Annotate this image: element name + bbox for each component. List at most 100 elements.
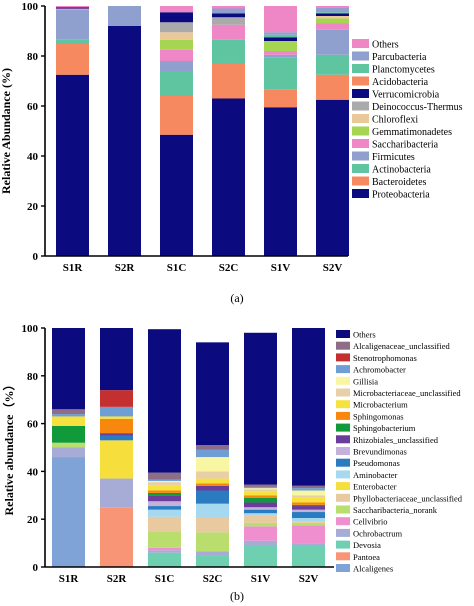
x-tick-label: S1C xyxy=(167,262,187,274)
chart-panel-a: 0 20 40 60 80 100 S1R S2R S1C S2C S1V S2V Relative… xyxy=(0,1,463,305)
bar-segment xyxy=(196,457,229,472)
bar-segment xyxy=(100,507,133,567)
bar-segment xyxy=(212,6,245,9)
bar-segment xyxy=(316,54,349,75)
bar-segment xyxy=(196,485,229,491)
legend-swatch xyxy=(336,341,350,350)
bar-segment xyxy=(148,492,181,496)
bar-segment xyxy=(100,328,133,391)
legend-swatch xyxy=(336,470,350,479)
bar-segment xyxy=(52,442,85,448)
legend-label: Chloroflexi xyxy=(372,115,418,126)
legend-swatch xyxy=(352,164,369,173)
x-ticks-a: S1R S2R S1C S2C S1V S2V xyxy=(63,262,343,274)
bar-segment xyxy=(148,506,181,510)
legend-swatch xyxy=(336,388,350,397)
bar-segment xyxy=(52,409,85,415)
legend-swatch xyxy=(336,517,350,526)
bar-segment xyxy=(108,6,141,26)
bar-segment xyxy=(148,472,181,480)
legend-swatch xyxy=(352,89,369,98)
legend-label: Aminobacter xyxy=(353,470,398,480)
bar-segment xyxy=(212,24,245,40)
legend-label: Saccharibacteria_norank xyxy=(353,505,438,515)
bar-segment xyxy=(56,39,89,44)
y-tick-label: 80 xyxy=(27,371,39,383)
legend-label: Planctomycetes xyxy=(372,65,435,76)
bar-segment xyxy=(56,9,89,40)
bar-segment xyxy=(160,6,193,13)
bar-segment xyxy=(148,479,181,481)
bar-segment xyxy=(196,471,229,479)
bar-segment xyxy=(292,525,325,544)
y-tick-label: 0 xyxy=(33,562,39,574)
legend-label: Sphingomonas xyxy=(353,411,404,421)
legend-label: Cellvibrio xyxy=(353,517,387,527)
legend-swatch xyxy=(352,176,369,186)
legend-swatch xyxy=(352,114,369,123)
legend-swatch xyxy=(336,564,350,572)
legend-swatch xyxy=(336,353,350,362)
bar-segment xyxy=(292,502,325,505)
bar-segment xyxy=(316,74,349,100)
bar-segment xyxy=(316,18,349,24)
bar-segment xyxy=(196,532,229,552)
bar-segment xyxy=(292,485,325,489)
bar-segment xyxy=(264,37,297,41)
y-tick-label: 100 xyxy=(22,1,39,13)
bar-segment xyxy=(148,482,181,486)
legend-label: Stenotrophomonas xyxy=(353,353,417,363)
bar-segment xyxy=(148,516,181,532)
bar-segment xyxy=(292,509,325,513)
legend-label: Microbacterium xyxy=(353,400,408,410)
legend-label: Microbacteriaceae_unclassified xyxy=(353,388,461,398)
bar-segment xyxy=(212,17,245,25)
bar-segment xyxy=(244,484,277,487)
legend-swatch xyxy=(336,540,350,549)
bar-segment xyxy=(52,457,85,567)
legend-swatch xyxy=(352,189,369,198)
bar-segment xyxy=(316,16,349,19)
bar-segment xyxy=(292,506,325,510)
x-tick-label: S2R xyxy=(107,573,128,585)
legend-label: Brevundimonas xyxy=(353,447,407,457)
bar-segment xyxy=(292,522,325,526)
bar-segment xyxy=(160,22,193,33)
bars-b xyxy=(52,328,325,567)
bar-segment xyxy=(264,32,297,35)
bar-segment xyxy=(292,328,325,486)
bar-segment xyxy=(196,555,229,567)
bar-segment xyxy=(196,449,229,458)
bar-segment xyxy=(148,329,181,473)
bar-segment xyxy=(52,447,85,458)
bar-segment xyxy=(244,502,277,508)
y-axis-label-a: Relative Abundance (%) xyxy=(0,68,13,194)
legend-swatch xyxy=(336,447,350,455)
bar-segment xyxy=(196,503,229,519)
bar-segment xyxy=(264,57,297,90)
bar-segment xyxy=(244,515,277,523)
bar-segment xyxy=(292,543,325,546)
legend-swatch xyxy=(336,458,350,467)
bar-segment xyxy=(56,8,89,10)
legend-label: Achromobacter xyxy=(353,365,406,375)
bar-segment xyxy=(160,71,193,96)
bar-segment xyxy=(244,489,277,492)
bar-segment xyxy=(316,29,349,55)
legend-swatch xyxy=(336,505,350,514)
bar-segment xyxy=(316,12,349,14)
bar-segment xyxy=(56,6,89,8)
bar-segment xyxy=(56,7,89,9)
bar-segment xyxy=(148,480,181,483)
legend-swatch xyxy=(352,39,369,48)
legend-swatch xyxy=(352,64,369,73)
y-tick-label: 0 xyxy=(33,251,39,263)
bar-segment xyxy=(316,99,349,256)
bar-segment xyxy=(160,39,193,50)
legend-label: Parcubacteria xyxy=(372,52,427,63)
bar-segment xyxy=(264,51,297,55)
legend-swatch xyxy=(336,493,350,502)
legend-label: Alcaligenaceae_unclassified xyxy=(353,341,451,351)
y-axis-label-b: Relative abundance（%） xyxy=(1,378,16,515)
bar-segment xyxy=(196,445,229,450)
